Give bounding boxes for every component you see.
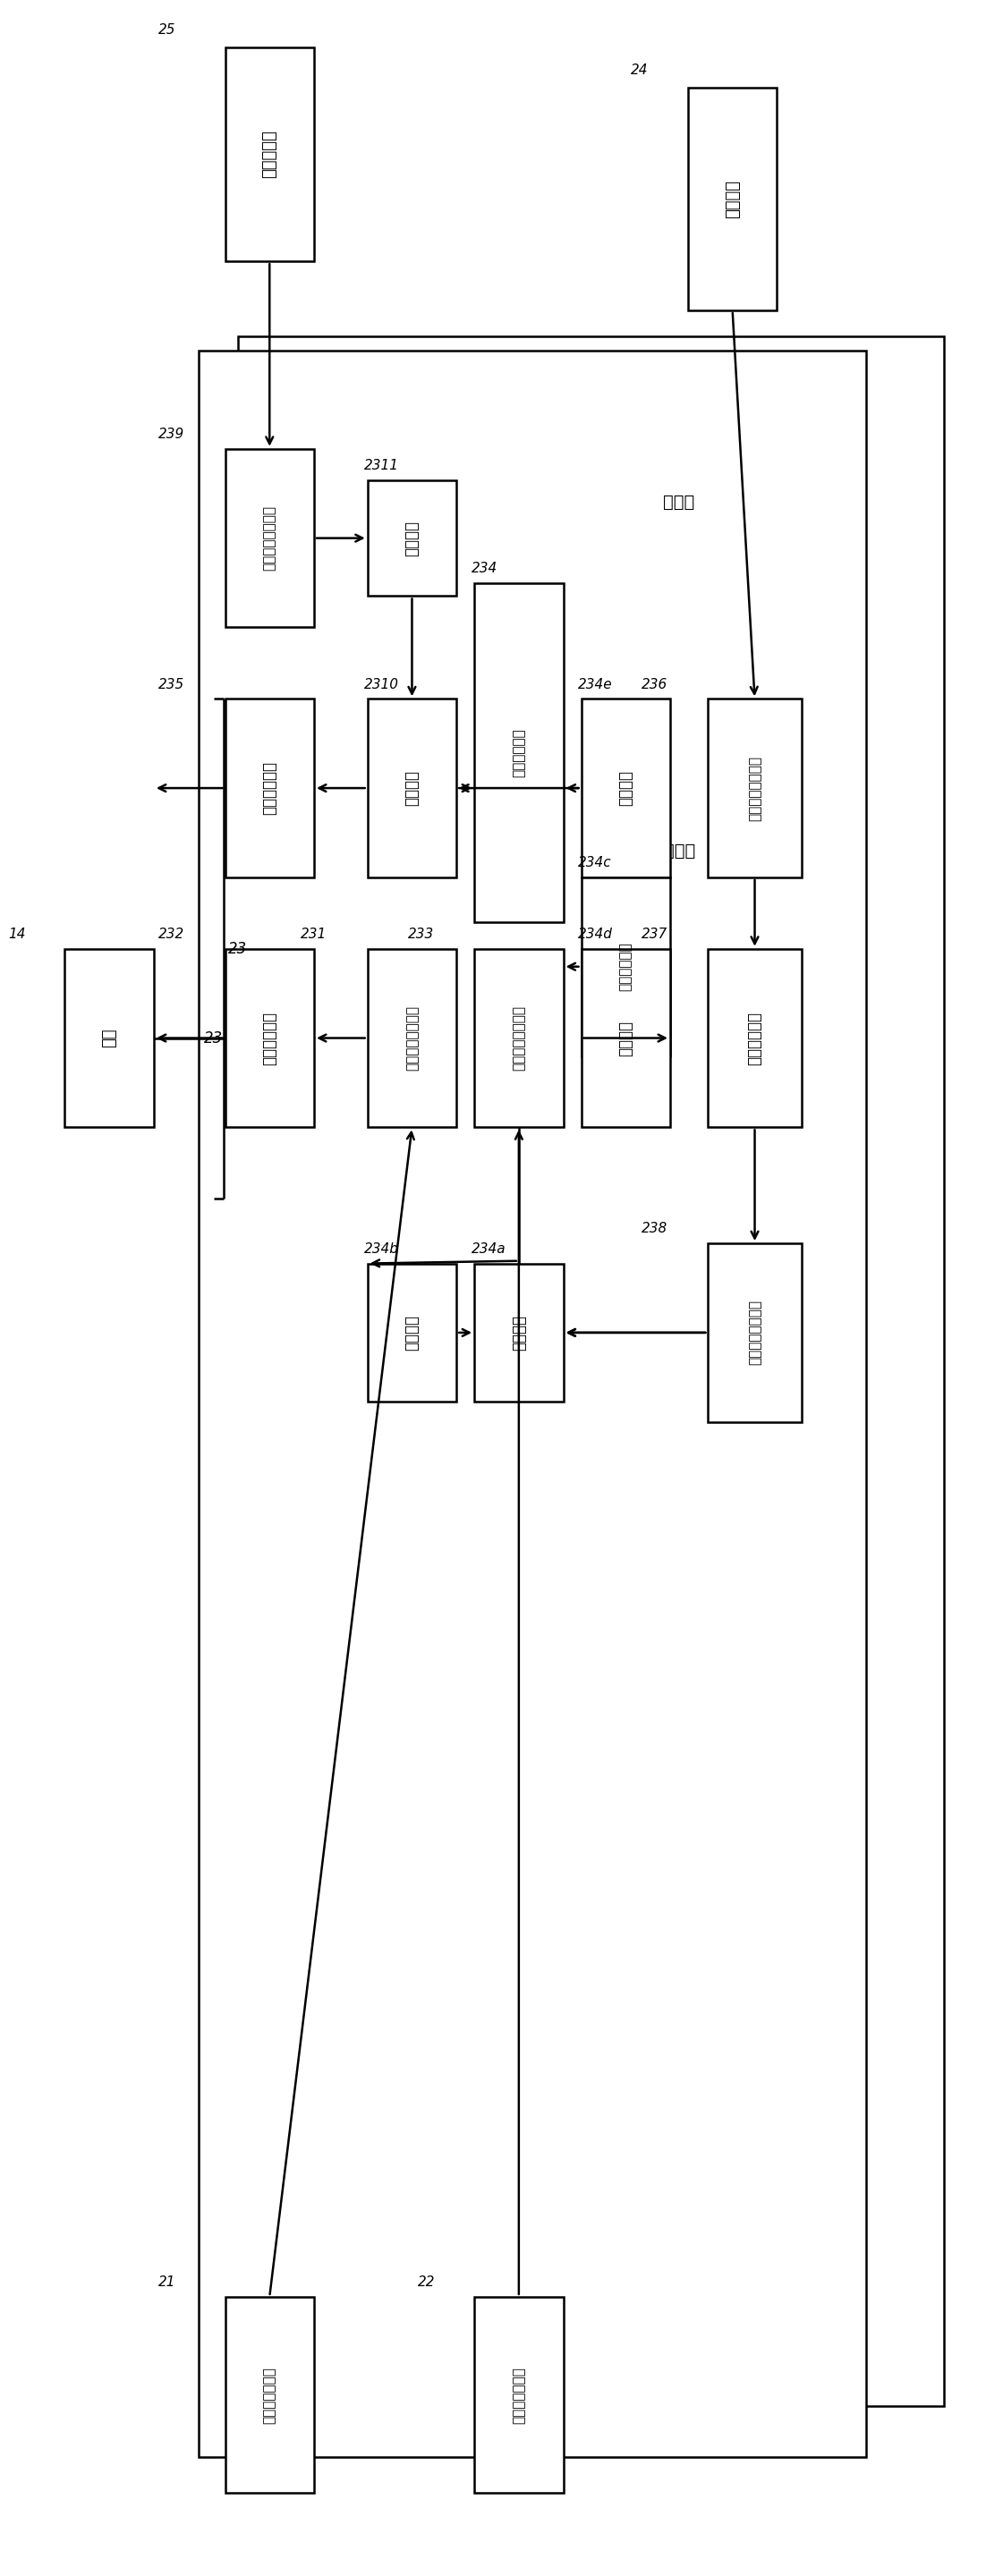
Text: 2310: 2310 (365, 677, 399, 690)
Text: 时间匹配模块: 时间匹配模块 (512, 729, 526, 778)
Text: 234: 234 (471, 562, 498, 574)
Bar (474, 1262, 563, 1401)
Bar (688, 88, 777, 312)
Text: 计时单元: 计时单元 (617, 1020, 634, 1056)
Text: 比较模块: 比较模块 (404, 520, 420, 556)
Text: 234a: 234a (471, 1242, 506, 1255)
Bar (474, 2298, 563, 2494)
Text: 231: 231 (301, 927, 327, 940)
Text: 存储单元: 存储单元 (511, 1314, 527, 1350)
Text: 23: 23 (228, 940, 247, 956)
Text: 工业相机: 工业相机 (725, 180, 740, 219)
Text: 启动单元: 启动单元 (617, 770, 634, 806)
Text: 匹配单元: 匹配单元 (404, 1314, 420, 1350)
Text: 重量传感器: 重量传感器 (261, 131, 278, 178)
Bar (368, 1262, 457, 1401)
Bar (65, 948, 154, 1128)
Bar (474, 582, 563, 922)
Text: 237: 237 (641, 927, 668, 940)
Text: 234c: 234c (578, 855, 612, 871)
Bar (581, 878, 670, 1056)
Text: 马达停止模块: 马达停止模块 (261, 1012, 278, 1064)
Bar (198, 350, 866, 2458)
Text: 235: 235 (159, 677, 184, 690)
Bar (708, 948, 802, 1128)
Bar (225, 948, 315, 1128)
Text: 236: 236 (641, 677, 668, 690)
Text: 时间获取单元: 时间获取单元 (619, 943, 632, 992)
Text: 控制器: 控制器 (664, 495, 695, 510)
Text: 234e: 234e (578, 677, 612, 690)
Text: 工位信号采集模块: 工位信号采集模块 (512, 1005, 526, 1072)
Bar (368, 479, 457, 595)
Bar (708, 698, 802, 878)
Bar (581, 698, 670, 878)
Bar (708, 1244, 802, 1422)
Text: 234b: 234b (365, 1242, 399, 1255)
Bar (225, 2298, 315, 2494)
Text: 21: 21 (159, 2275, 176, 2290)
Text: 导通模块: 导通模块 (404, 770, 420, 806)
Text: 重量信号采集模块: 重量信号采集模块 (263, 505, 276, 572)
Text: 感应信号采集模块: 感应信号采集模块 (405, 1005, 419, 1072)
Text: 22: 22 (417, 2275, 435, 2290)
Text: 马达: 马达 (102, 1028, 117, 1048)
Text: 工位信号读取器: 工位信号读取器 (512, 2367, 526, 2424)
Text: 23: 23 (204, 1030, 223, 1046)
Bar (581, 948, 670, 1128)
Text: 图像识别模块: 图像识别模块 (746, 1012, 763, 1064)
FancyBboxPatch shape (238, 337, 945, 2406)
Text: 232: 232 (159, 927, 184, 940)
Text: 拆解工位感应器: 拆解工位感应器 (263, 2367, 276, 2424)
Text: 2311: 2311 (365, 459, 399, 471)
Text: 24: 24 (631, 64, 649, 77)
Bar (225, 448, 315, 629)
Bar (225, 46, 315, 260)
Text: 控制器: 控制器 (664, 842, 695, 860)
Text: 25: 25 (159, 23, 176, 36)
Bar (225, 698, 315, 878)
Text: 234d: 234d (578, 927, 613, 940)
Text: 233: 233 (407, 927, 434, 940)
Bar (474, 948, 563, 1128)
Bar (368, 948, 457, 1128)
Bar (368, 698, 457, 878)
Text: 239: 239 (159, 428, 184, 440)
Text: 14: 14 (8, 927, 26, 940)
Text: 车辆信息获取模块: 车辆信息获取模块 (748, 1301, 761, 1365)
Text: 图像信息采集模块: 图像信息采集模块 (748, 755, 761, 822)
Text: 马达运行模块: 马达运行模块 (261, 762, 278, 814)
Text: 238: 238 (641, 1221, 668, 1236)
